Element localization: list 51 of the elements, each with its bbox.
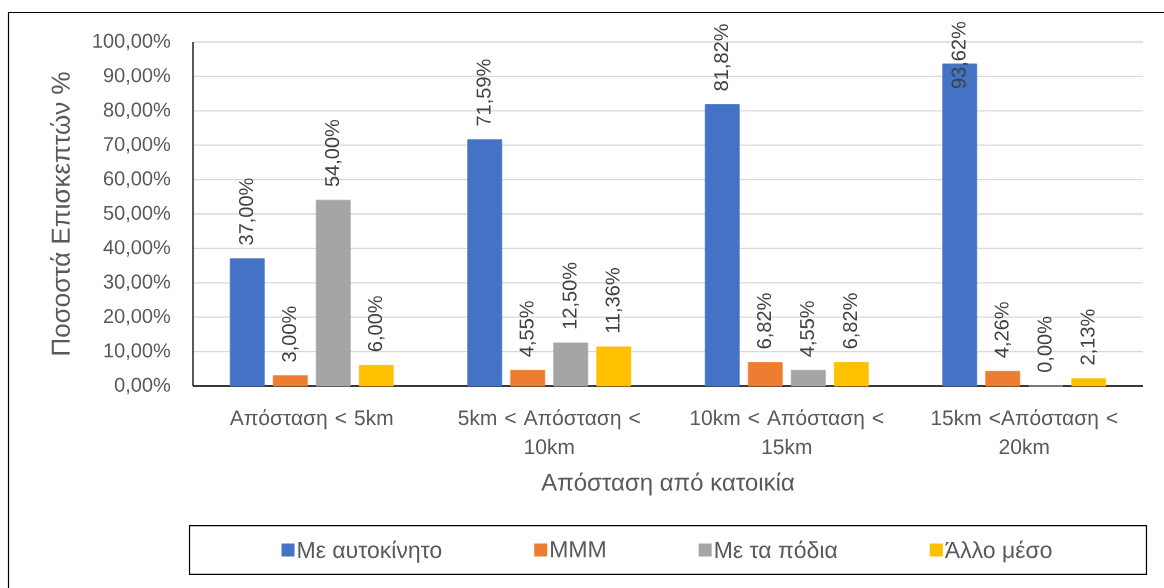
bar [747, 362, 783, 387]
bar [272, 375, 308, 387]
data-label: 4,55% [519, 301, 536, 357]
data-label: 37,00% [239, 178, 256, 245]
legend-label: Άλλο μέσο [944, 540, 1052, 563]
legend-label: Με τα πόδια [715, 540, 838, 559]
x-tick-label: 10km < Απόσταση < 15km [690, 409, 884, 455]
bar [467, 139, 503, 387]
x-tick-label: Απόσταση < 5km [229, 409, 393, 430]
bar [596, 346, 632, 387]
y-tick-label: 10,00% [104, 343, 171, 360]
y-axis-title: Ποσοστά Επισκεπτών % [50, 72, 70, 355]
data-label: 3,00% [282, 306, 299, 362]
bar [1071, 378, 1107, 387]
y-tick-label: 90,00% [103, 68, 171, 85]
bar [229, 258, 265, 387]
y-tick-label: 30,00% [103, 274, 171, 292]
data-label: 6,00% [368, 296, 385, 352]
bar [704, 104, 740, 387]
y-tick-label: 60,00% [104, 171, 171, 188]
bar [833, 362, 869, 387]
data-label: 2,13% [1080, 309, 1098, 365]
bar [510, 369, 546, 387]
data-label: 12,50% [562, 262, 580, 329]
data-label: 81,82% [714, 24, 731, 91]
bar [985, 370, 1021, 387]
y-tick-label: 50,00% [103, 205, 171, 223]
y-tick-label: 70,00% [104, 136, 171, 154]
bar [358, 364, 394, 387]
x-tick-label: 5km < Απόσταση < 10km [458, 409, 640, 455]
data-label: 6,82% [757, 293, 774, 349]
data-label: 4,55% [800, 301, 817, 357]
bar [790, 369, 826, 387]
data-label: 4,26% [994, 302, 1012, 358]
y-tick-label: 100,00% [93, 33, 171, 51]
y-tick-label: 40,00% [103, 240, 171, 257]
y-tick-label: 0,00% [114, 377, 171, 395]
data-label: 71,59% [476, 59, 494, 126]
x-axis-title: Απόσταση από κατοικία [541, 472, 795, 496]
y-tick-label: 80,00% [103, 102, 171, 120]
data-label: 54,00% [325, 119, 342, 187]
data-label: 0,00% [1037, 316, 1055, 373]
bar [553, 342, 589, 387]
legend-label: Με αυτοκίνητο [298, 540, 442, 563]
bar [315, 199, 351, 387]
x-tick-label: 15km <Απόσταση < 20km [931, 409, 1118, 455]
y-tick-label: 20,00% [103, 308, 171, 326]
legend-label: ΜΜΜ [551, 541, 605, 558]
data-label: 11,36% [605, 268, 623, 333]
data-label: 93,62% [951, 21, 969, 89]
data-label: 6,82% [843, 293, 860, 349]
